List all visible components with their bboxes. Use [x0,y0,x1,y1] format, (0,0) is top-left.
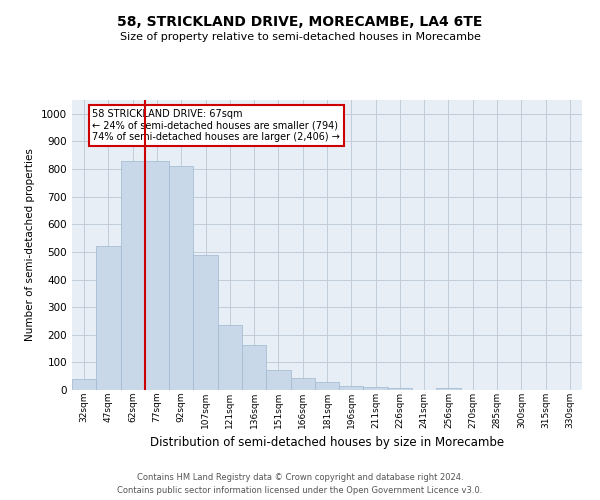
Text: 58, STRICKLAND DRIVE, MORECAMBE, LA4 6TE: 58, STRICKLAND DRIVE, MORECAMBE, LA4 6TE [118,15,482,29]
Bar [169,166,193,390]
Bar [72,379,96,390]
Bar [388,388,412,390]
Bar [121,161,145,390]
Bar [218,325,242,390]
X-axis label: Distribution of semi-detached houses by size in Morecambe: Distribution of semi-detached houses by … [150,436,504,449]
Bar [290,378,315,390]
Bar [266,370,290,390]
Bar [339,386,364,390]
Bar [364,386,388,390]
Bar [315,382,339,390]
Text: Size of property relative to semi-detached houses in Morecambe: Size of property relative to semi-detach… [119,32,481,42]
Bar [96,246,121,390]
Bar [145,161,169,390]
Bar [242,345,266,390]
Text: 58 STRICKLAND DRIVE: 67sqm
← 24% of semi-detached houses are smaller (794)
74% o: 58 STRICKLAND DRIVE: 67sqm ← 24% of semi… [92,108,340,142]
Y-axis label: Number of semi-detached properties: Number of semi-detached properties [25,148,35,342]
Text: Contains HM Land Registry data © Crown copyright and database right 2024.: Contains HM Land Registry data © Crown c… [137,474,463,482]
Text: Contains public sector information licensed under the Open Government Licence v3: Contains public sector information licen… [118,486,482,495]
Bar [193,254,218,390]
Bar [436,388,461,390]
